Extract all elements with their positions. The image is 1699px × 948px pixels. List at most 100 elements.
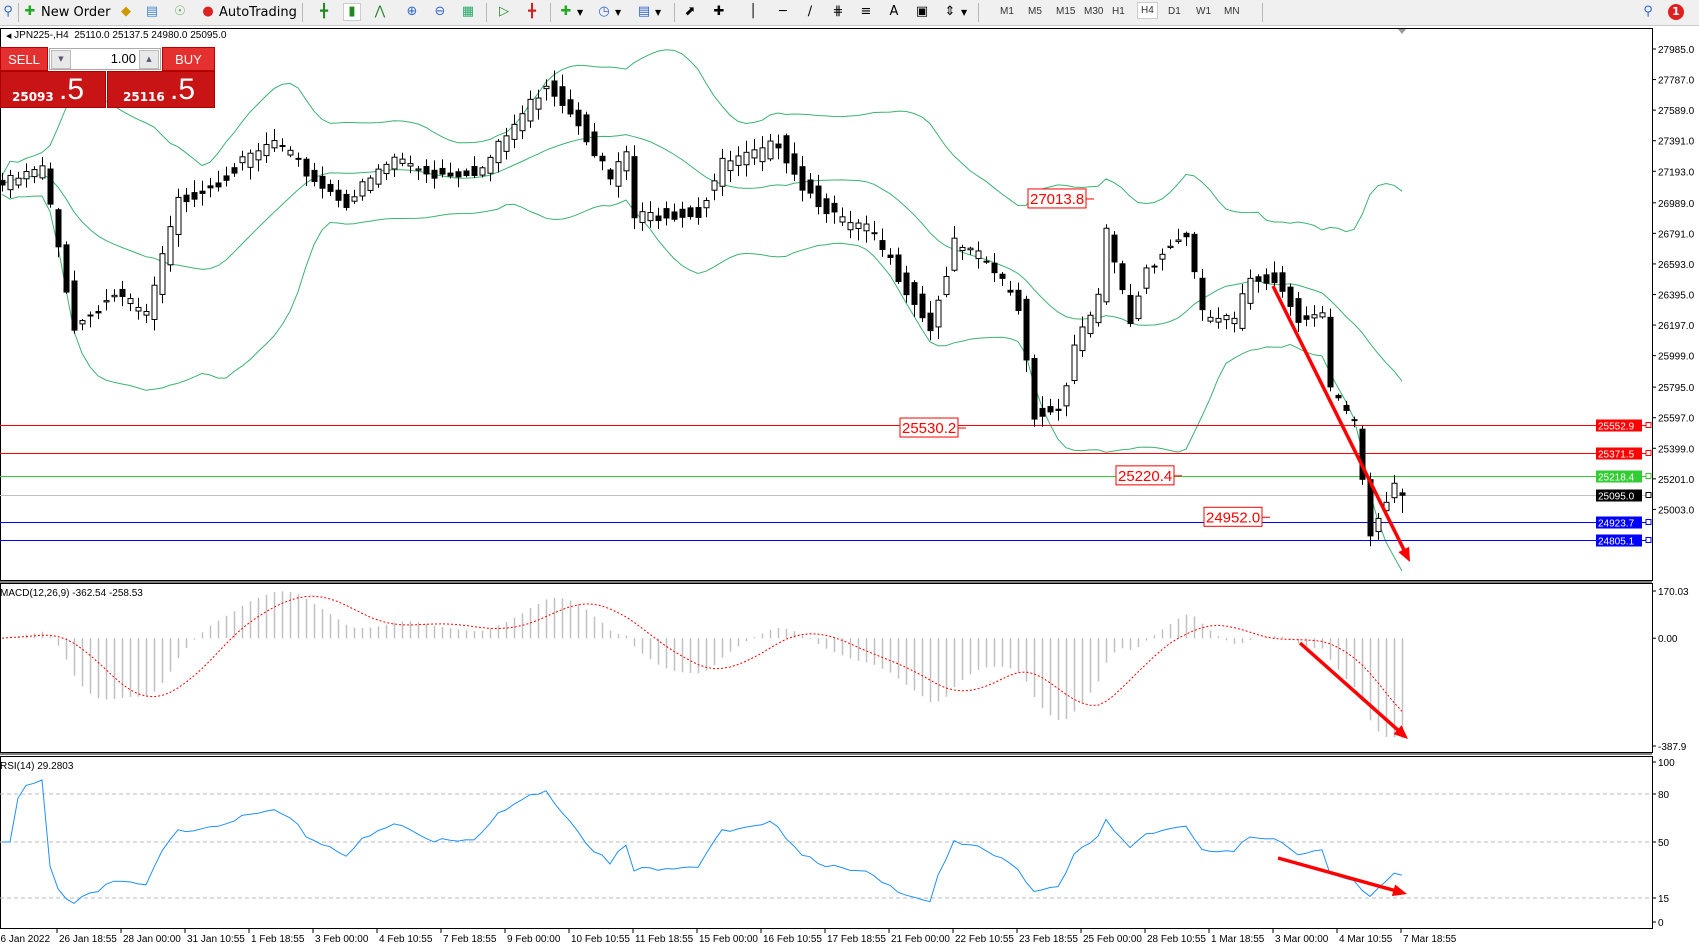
candle-body — [351, 196, 358, 202]
candle-body — [727, 160, 734, 172]
candle — [127, 293, 134, 312]
timeframe-mn[interactable]: MN — [1224, 6, 1240, 17]
timeframe-m15[interactable]: M15 — [1056, 6, 1076, 17]
candle-body — [615, 161, 622, 187]
price-tick-label: 25399.0 — [1658, 444, 1695, 455]
sell-price-fraction: .5 — [59, 73, 85, 106]
text-label-button[interactable]: ▣ — [914, 2, 930, 22]
trendline-button[interactable]: ∕ — [802, 2, 818, 22]
timeframe-w1[interactable]: W1 — [1196, 6, 1211, 17]
timeframe-d1[interactable]: D1 — [1168, 6, 1181, 17]
candle-body — [335, 189, 342, 201]
notifications-button[interactable]: 1 — [1668, 2, 1684, 22]
candle-body — [1223, 315, 1230, 321]
candle-body — [863, 223, 870, 232]
one-click-trading-panel: SELL ▼ ▲ BUY 25093 .5 25116 .5 — [0, 47, 215, 108]
annotation-box — [1027, 188, 1087, 209]
cursor-button[interactable]: ⬈ — [682, 2, 698, 22]
periods-button[interactable]: ◷ ▼ — [596, 2, 621, 22]
sell-price-box[interactable]: 25093 .5 — [0, 71, 106, 108]
candle-body — [1183, 232, 1190, 238]
price-line-label: 25095.0 — [1598, 492, 1635, 503]
templates-button[interactable]: ▤ ▼ — [637, 4, 662, 19]
line-chart-icon: ⋀ — [374, 4, 386, 19]
fibonacci-button[interactable]: ≡ — [858, 2, 874, 22]
candle-body — [1399, 492, 1406, 496]
lot-increase-button[interactable]: ▲ — [139, 50, 159, 69]
horizontal-line-button[interactable]: ─ — [775, 2, 791, 22]
terminal-button[interactable]: ▤ — [144, 2, 160, 22]
annotation-price-label: 27013.8 — [1030, 191, 1084, 208]
candle — [1215, 307, 1222, 329]
candle-body — [479, 167, 486, 176]
rsi-tick-label: 80 — [1658, 790, 1670, 801]
candle-body — [759, 147, 766, 163]
line-chart-button[interactable]: ⋀ — [372, 2, 388, 22]
toolbar: ⚲ ✚ New Order ◆ ▤ ☉ ● AutoTrading ╋ ▮ ⋀ ⊕ … — [0, 0, 1699, 26]
candle — [63, 241, 70, 294]
tile-windows-button[interactable]: ▦ — [460, 2, 476, 22]
candle — [639, 202, 646, 231]
candle — [935, 295, 942, 339]
timeframe-h4[interactable]: H4 — [1137, 2, 1158, 19]
zoom-in-button[interactable]: ⊕ — [404, 2, 420, 22]
candle — [1015, 282, 1022, 315]
search-icon-left[interactable]: ⚲ — [3, 4, 13, 19]
candle — [111, 289, 118, 302]
candle-body — [439, 167, 446, 175]
candle — [1207, 310, 1214, 324]
candle — [823, 193, 830, 223]
time-tick-label: 15 Feb 00:00 — [699, 934, 758, 945]
candle — [663, 201, 670, 226]
signals-button[interactable]: ☉ — [172, 2, 188, 22]
lot-decrease-button[interactable]: ▼ — [51, 50, 71, 69]
timeframe-m5[interactable]: M5 — [1028, 6, 1042, 17]
timeframe-m1[interactable]: M1 — [1000, 6, 1014, 17]
arrows-button[interactable]: ⇕ ▼ — [942, 2, 968, 22]
search-button[interactable]: ⚲ — [1640, 2, 1656, 22]
candle-body — [111, 294, 118, 298]
candle-body — [119, 288, 126, 297]
sell-button[interactable]: SELL — [0, 47, 48, 71]
buy-price-box[interactable]: 25116 .5 — [107, 71, 215, 108]
candle — [439, 159, 446, 178]
chart-shift-button[interactable]: ╋ — [524, 2, 540, 22]
text-button[interactable]: A — [886, 2, 902, 22]
candle — [215, 170, 222, 192]
zoom-out-button[interactable]: ⊖ — [432, 2, 448, 22]
candle-body — [447, 172, 454, 177]
candle-body — [1015, 289, 1022, 311]
autotrading-button[interactable]: ● AutoTrading — [200, 2, 297, 22]
price-line-label-bg — [1596, 489, 1642, 502]
candle-body — [15, 177, 22, 186]
buy-price-fraction: .5 — [170, 73, 196, 106]
bar-chart-button[interactable]: ╋ — [316, 2, 332, 22]
candle-body — [1143, 267, 1150, 289]
time-tick-label: 28 Feb 10:55 — [1147, 934, 1206, 945]
candle-body — [623, 151, 630, 172]
vertical-line-button[interactable]: │ — [745, 2, 761, 22]
candle-body — [151, 284, 158, 320]
crosshair-button[interactable]: ✚ — [711, 2, 727, 22]
candle-body — [1231, 317, 1238, 325]
candle — [583, 111, 590, 146]
rsi-tick-label: 100 — [1658, 758, 1675, 769]
candlestick-button[interactable]: ▮ — [343, 2, 361, 22]
candle-body — [1159, 253, 1166, 260]
timeframe-m30[interactable]: M30 — [1084, 6, 1104, 17]
lot-input[interactable] — [72, 49, 136, 68]
candle — [895, 247, 902, 284]
new-order-button[interactable]: ✚ New Order — [22, 2, 111, 22]
buy-button[interactable]: BUY — [162, 47, 215, 71]
indicators-button[interactable]: ✚ ▼ — [558, 2, 584, 22]
autoscroll-button[interactable]: ▷ — [496, 2, 512, 22]
candle-body — [39, 165, 46, 179]
channel-button[interactable]: ⋕ — [830, 2, 846, 22]
timeframe-h1[interactable]: H1 — [1112, 6, 1125, 17]
candle — [567, 89, 574, 118]
candle-body — [1151, 265, 1158, 268]
candle — [735, 146, 742, 177]
candle-body — [287, 149, 294, 156]
metaeditor-button[interactable]: ◆ — [118, 2, 134, 22]
